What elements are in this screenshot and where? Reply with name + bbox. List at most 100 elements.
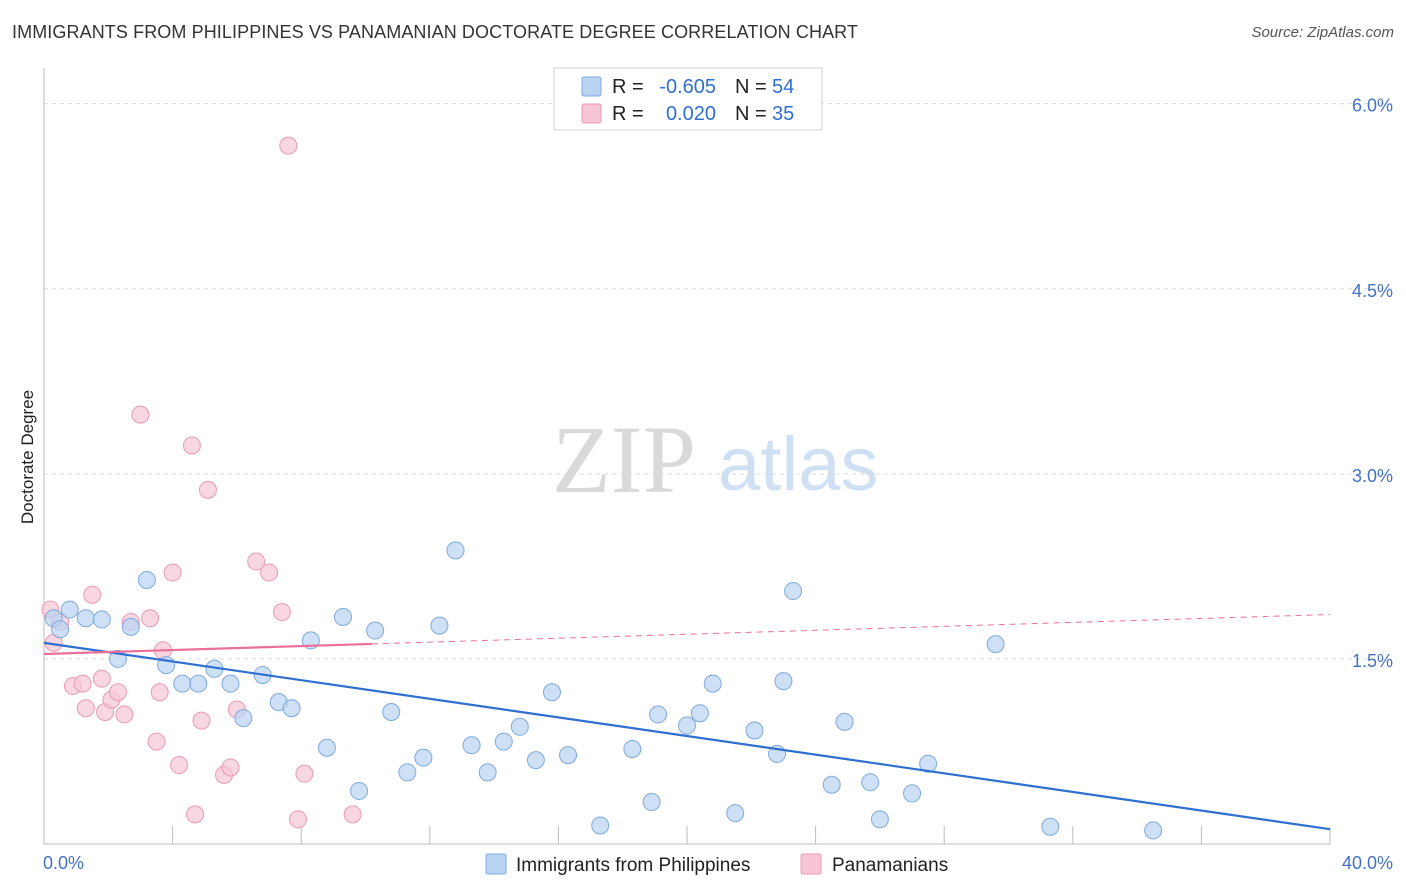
y-tick-label: 4.5% xyxy=(1352,281,1393,301)
point-philippines xyxy=(494,732,513,751)
point-panamanians xyxy=(163,563,182,582)
watermark-zip: ZIP xyxy=(552,406,696,513)
point-panamanians xyxy=(288,810,307,829)
point-philippines xyxy=(703,674,722,693)
point-panamanians xyxy=(92,669,111,688)
point-panamanians xyxy=(221,758,240,777)
source-credit: Source: ZipAtlas.com xyxy=(1251,24,1394,41)
point-philippines xyxy=(446,541,465,560)
y-tick-labels: 1.5% 3.0% 4.5% 6.0% xyxy=(1352,96,1393,671)
point-panamanians xyxy=(150,683,169,702)
bottom-legend: Immigrants from Philippines Panamanians xyxy=(485,853,948,876)
x-tick-label-max: 40.0% xyxy=(1342,853,1393,873)
point-philippines xyxy=(137,570,156,589)
point-panamanians xyxy=(131,405,150,424)
point-philippines xyxy=(986,635,1005,654)
point-philippines xyxy=(366,621,385,640)
series-panamanians xyxy=(41,136,362,829)
point-philippines xyxy=(526,751,545,770)
point-philippines xyxy=(678,716,696,735)
point-panamanians xyxy=(186,805,205,824)
chart-title: IMMIGRANTS FROM PHILIPPINES VS PANAMANIA… xyxy=(12,22,859,42)
point-panamanians xyxy=(198,480,217,499)
point-philippines xyxy=(726,804,745,823)
point-philippines xyxy=(121,617,140,636)
y-tick-label: 6.0% xyxy=(1352,96,1393,116)
trend-lines xyxy=(43,614,1331,831)
series-philippines xyxy=(44,541,1163,840)
point-philippines xyxy=(60,600,79,619)
point-philippines xyxy=(76,609,95,628)
point-philippines xyxy=(462,736,481,755)
point-philippines xyxy=(542,683,561,702)
point-panamanians xyxy=(272,603,291,622)
legend-r-label: R = xyxy=(612,76,644,98)
point-panamanians xyxy=(182,436,201,455)
trend-line-panamanians-extrapolated xyxy=(371,614,1331,645)
legend-r-value: -0.605 xyxy=(659,76,716,98)
point-panamanians xyxy=(260,563,279,582)
point-panamanians xyxy=(147,732,166,751)
point-panamanians xyxy=(83,585,102,604)
point-philippines xyxy=(51,620,70,639)
point-philippines xyxy=(903,784,922,803)
point-philippines xyxy=(1144,821,1163,840)
legend-swatch-panamanians xyxy=(581,103,602,124)
point-philippines xyxy=(870,810,889,829)
grid-lines xyxy=(44,103,1392,660)
point-philippines xyxy=(861,773,880,792)
point-panamanians xyxy=(279,136,298,155)
point-panamanians xyxy=(115,705,134,724)
legend-box: R = -0.605 N = 54 R = 0.020 N = 35 xyxy=(553,67,823,131)
legend-r-label: R = xyxy=(612,103,644,125)
point-philippines xyxy=(559,746,578,765)
point-panamanians xyxy=(73,674,92,693)
point-philippines xyxy=(350,781,369,800)
point-philippines xyxy=(642,793,661,812)
point-philippines xyxy=(774,672,793,691)
point-panamanians xyxy=(343,805,362,824)
y-tick-label: 1.5% xyxy=(1352,651,1393,671)
legend-r-value: 0.020 xyxy=(666,103,716,125)
legend-n-value: 54 xyxy=(772,76,794,98)
point-philippines xyxy=(398,763,417,782)
point-philippines xyxy=(919,754,938,773)
point-philippines xyxy=(510,717,529,736)
point-panamanians xyxy=(247,552,266,571)
point-philippines xyxy=(835,712,854,731)
point-panamanians xyxy=(141,609,160,628)
point-philippines xyxy=(282,699,301,718)
point-philippines xyxy=(784,582,803,601)
legend-n-value: 35 xyxy=(772,103,794,125)
axes xyxy=(43,68,1331,845)
point-philippines xyxy=(189,674,208,693)
trend-line-philippines xyxy=(43,641,1331,831)
point-panamanians xyxy=(108,683,127,702)
legend-n-label: N = xyxy=(735,103,767,125)
x-tick-label-min: 0.0% xyxy=(43,853,84,873)
bottom-legend-label-philippines: Immigrants from Philippines xyxy=(516,855,750,876)
point-philippines xyxy=(234,709,253,728)
point-philippines xyxy=(745,721,764,740)
point-panamanians xyxy=(76,699,95,718)
point-philippines xyxy=(591,816,610,835)
point-philippines xyxy=(623,739,642,758)
point-philippines xyxy=(382,702,401,721)
point-philippines xyxy=(822,775,841,794)
trend-line-panamanians xyxy=(43,642,372,656)
bottom-legend-label-panamanians: Panamanians xyxy=(832,855,948,876)
bottom-legend-swatch-philippines xyxy=(485,853,507,875)
legend-n-label: N = xyxy=(735,76,767,98)
watermark-atlas: atlas xyxy=(718,422,879,507)
legend-swatch-philippines xyxy=(581,76,602,97)
point-panamanians xyxy=(295,764,314,783)
y-axis-title: Doctorate Degree xyxy=(18,390,37,524)
point-philippines xyxy=(333,607,352,626)
point-philippines xyxy=(317,738,336,757)
point-panamanians xyxy=(192,711,211,730)
point-panamanians xyxy=(170,756,189,775)
point-philippines xyxy=(478,763,497,782)
point-philippines xyxy=(690,704,709,723)
point-philippines xyxy=(173,674,192,693)
